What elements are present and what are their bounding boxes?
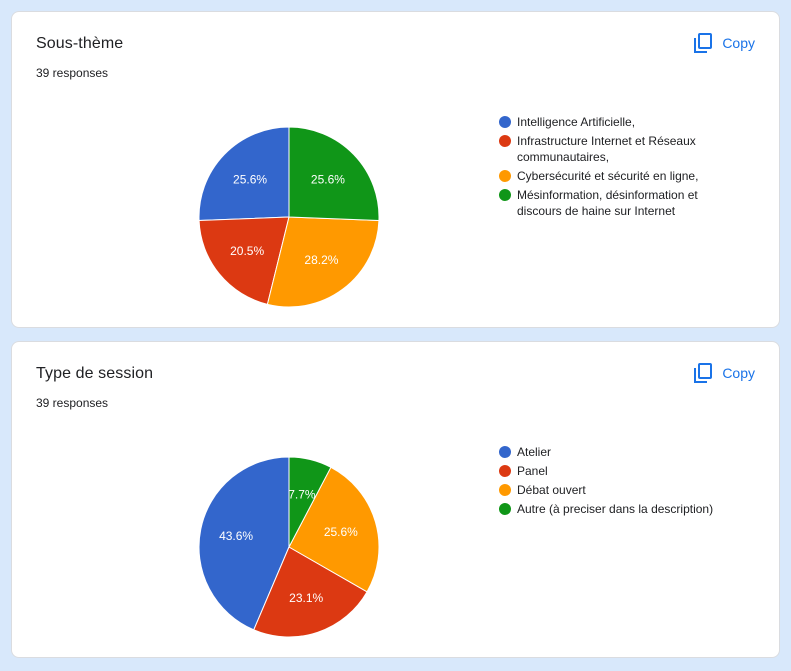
legend-item[interactable]: Infrastructure Internet et Réseaux commu…	[499, 133, 729, 165]
legend-item[interactable]: Panel	[499, 463, 729, 479]
legend-swatch	[499, 116, 511, 128]
legend-item[interactable]: Intelligence Artificielle,	[499, 114, 729, 130]
pie-slice[interactable]	[288, 456, 332, 548]
legend-label: Atelier	[517, 445, 552, 459]
pie-slice[interactable]	[288, 126, 380, 222]
legend-label: Panel	[517, 464, 548, 478]
pie-slice[interactable]	[253, 546, 368, 638]
chart-legend: Intelligence Artificielle, Infrastructur…	[499, 114, 729, 222]
pie-slice[interactable]	[266, 216, 380, 308]
card-title: Type de session	[36, 365, 154, 382]
slice-percent-label: 25.6%	[324, 525, 358, 539]
pie-slice[interactable]	[288, 466, 380, 593]
copy-button[interactable]: Copy	[694, 30, 755, 56]
legend-swatch	[499, 484, 511, 496]
pie-slice[interactable]	[198, 216, 290, 305]
pie-chart-sous-theme: 25.6% 20.5% 28.2% 25.6%	[198, 126, 380, 308]
legend-swatch	[499, 465, 511, 477]
slice-percent-label: 23.1%	[289, 591, 323, 605]
copy-icon	[694, 363, 713, 383]
legend-item[interactable]: Mésinformation, désinformation et discou…	[499, 187, 729, 219]
slice-percent-label: 7.7%	[288, 488, 316, 502]
slice-percent-label: 43.6%	[219, 529, 253, 543]
card-title: Sous-thème	[36, 35, 124, 52]
question-card-type-de-session: Type de session 39 responses Copy 43.6% 2…	[11, 341, 780, 658]
copy-label: Copy	[722, 35, 755, 51]
slice-percent-label: 28.2%	[304, 253, 338, 267]
slice-percent-label: 20.5%	[230, 244, 264, 258]
legend-item[interactable]: Autre (à preciser dans la description)	[499, 501, 729, 517]
pie-slice[interactable]	[198, 126, 290, 222]
legend-swatch	[499, 446, 511, 458]
legend-label: Mésinformation, désinformation et discou…	[517, 188, 698, 218]
question-card-sous-theme: Sous-thème 39 responses Copy 25.6% 20.5% 2…	[11, 11, 780, 328]
legend-swatch	[499, 135, 511, 147]
legend-item[interactable]: Débat ouvert	[499, 482, 729, 498]
legend-label: Cybersécurité et sécurité en ligne,	[517, 169, 699, 183]
copy-label: Copy	[722, 365, 755, 381]
slice-percent-label: 25.6%	[233, 173, 267, 187]
legend-item[interactable]: Cybersécurité et sécurité en ligne,	[499, 168, 729, 184]
legend-swatch	[499, 170, 511, 182]
legend-swatch	[499, 503, 511, 515]
response-count: 39 responses	[36, 66, 109, 80]
legend-swatch	[499, 189, 511, 201]
response-count: 39 responses	[36, 396, 109, 410]
pie-slice[interactable]	[198, 456, 290, 631]
copy-icon	[694, 33, 713, 53]
pie-chart-type-de-session: 43.6% 23.1% 25.6% 7.7%	[198, 456, 380, 638]
legend-label: Infrastructure Internet et Réseaux commu…	[517, 134, 696, 164]
legend-item[interactable]: Atelier	[499, 444, 729, 460]
copy-button[interactable]: Copy	[694, 360, 755, 386]
legend-label: Intelligence Artificielle,	[517, 115, 636, 129]
legend-label: Autre (à preciser dans la description)	[517, 502, 714, 516]
chart-legend: Atelier Panel Débat ouvert Autre (à prec…	[499, 444, 729, 520]
slice-percent-label: 25.6%	[311, 173, 345, 187]
legend-label: Débat ouvert	[517, 483, 586, 497]
